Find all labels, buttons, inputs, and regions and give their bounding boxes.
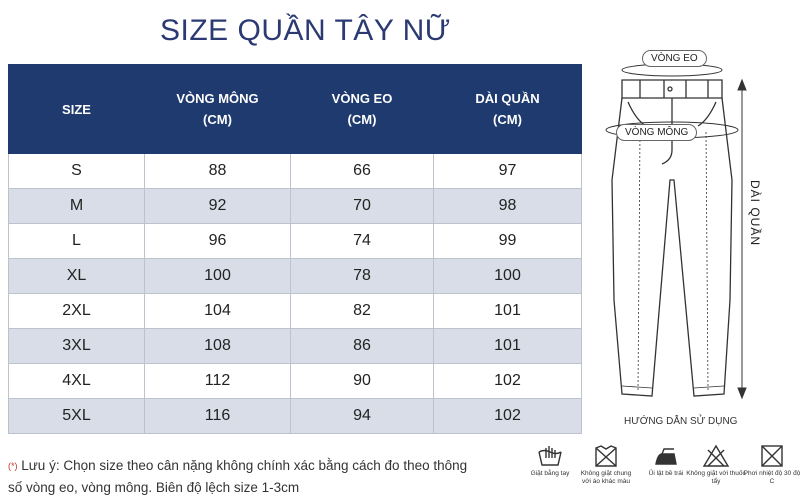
table-row: S 88 66 97 [8,153,582,189]
waist-cell: 94 [290,398,434,434]
table-row: L 96 74 99 [8,223,582,259]
care-caption: Giặt bằng tay [530,470,570,477]
size-cell: XL [8,258,145,294]
size-cell: 2XL [8,293,145,329]
table-row: 3XL 108 86 101 [8,328,582,364]
header-waist: VÒNG EO (CM) [290,64,434,154]
table-row: 4XL 112 90 102 [8,363,582,399]
table-row: 2XL 104 82 101 [8,293,582,329]
hip-cell: 116 [144,398,291,434]
length-cell: 101 [433,293,582,329]
size-table: SIZE VÒNG MÔNG (CM) VÒNG EO (CM) DÀI QUẦN(… [8,64,582,434]
hip-label: VÒNG MÔNG [616,124,698,141]
size-cell: L [8,223,145,259]
care-caption: Không giặt chung với áo khác màu [580,470,632,485]
no-mix-wash-icon [576,444,636,468]
care-caption: Ủi lật bề trái [648,470,684,477]
length-cell: 99 [433,223,582,259]
length-label: DÀI QUẦN [748,180,762,247]
size-cell: 4XL [8,363,145,399]
table-row: M 92 70 98 [8,188,582,224]
care-item: Giặt bằng tay [520,444,580,478]
length-cell: 98 [433,188,582,224]
care-item: Ủi lật bề trái [636,444,696,478]
waist-cell: 82 [290,293,434,329]
table-row: 5XL 116 94 102 [8,398,582,434]
size-note: (*) Lưu ý: Chọn size theo cân nặng không… [8,455,478,499]
dry-temp-icon [742,444,800,468]
size-cell: 3XL [8,328,145,364]
header-length: DÀI QUẦN (CM) [433,64,582,154]
table-row: XL 100 78 100 [8,258,582,294]
length-cell: 102 [433,363,582,399]
size-cell: 5XL [8,398,145,434]
hip-cell: 112 [144,363,291,399]
care-item: Phơi nhiệt độ 30 độ C [742,444,800,486]
note-text: Lưu ý: Chọn size theo cân nặng không chí… [8,458,468,495]
header-hip: VÒNG MÔNG (CM) [144,64,291,154]
hip-cell: 100 [144,258,291,294]
waist-cell: 86 [290,328,434,364]
size-cell: S [8,153,145,189]
hip-cell: 104 [144,293,291,329]
waist-cell: 66 [290,153,434,189]
care-item: Không giặt với thuốc tẩy [686,444,746,486]
care-caption: Không giặt với thuốc tẩy [686,470,746,485]
header-size: SIZE [8,64,145,154]
no-bleach-icon [686,444,746,468]
iron-reverse-icon [636,444,696,468]
table-header-row: SIZE VÒNG MÔNG (CM) VÒNG EO (CM) DÀI QUẦN(… [8,64,582,154]
hip-cell: 92 [144,188,291,224]
hip-cell: 96 [144,223,291,259]
usage-title: HƯỚNG DẪN SỬ DỤNG [624,416,738,427]
hip-cell: 108 [144,328,291,364]
hip-cell: 88 [144,153,291,189]
care-item: Không giặt chung với áo khác màu [576,444,636,486]
length-cell: 102 [433,398,582,434]
length-cell: 97 [433,153,582,189]
waist-cell: 90 [290,363,434,399]
page-title: SIZE QUẦN TÂY NỮ [160,14,451,47]
waist-cell: 70 [290,188,434,224]
hand-wash-icon [520,444,580,468]
note-mark: (*) [8,461,18,471]
length-cell: 101 [433,328,582,364]
waist-cell: 78 [290,258,434,294]
care-caption: Phơi nhiệt độ 30 độ C [743,470,800,485]
pants-outline [605,63,747,400]
waist-label: VÒNG EO [642,50,707,67]
size-cell: M [8,188,145,224]
length-cell: 100 [433,258,582,294]
pants-diagram: VÒNG EO VÒNG MÔNG [600,40,800,420]
waist-cell: 74 [290,223,434,259]
